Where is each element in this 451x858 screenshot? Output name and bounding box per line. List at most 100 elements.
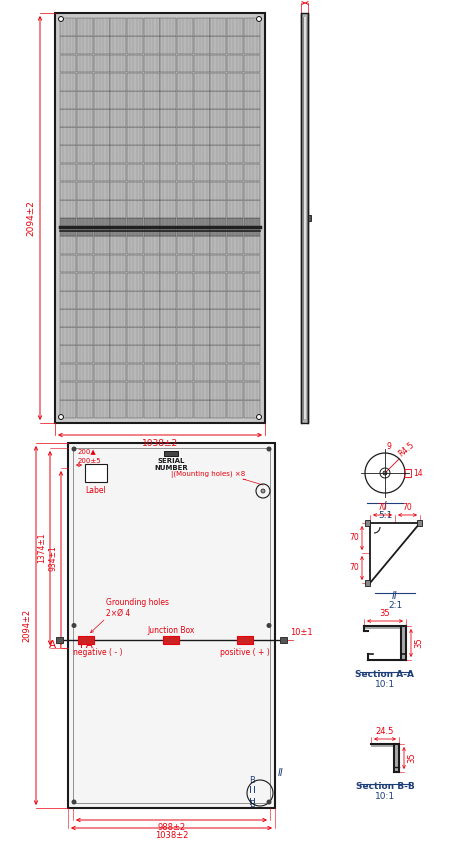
Bar	[193, 255, 209, 272]
Text: Junction Box: Junction Box	[147, 626, 195, 635]
Bar	[226, 237, 243, 254]
Bar	[143, 291, 160, 309]
Bar	[60, 127, 76, 145]
Bar	[210, 36, 226, 54]
Bar	[127, 109, 143, 127]
Bar	[160, 73, 176, 91]
Text: SERIAL
NUMBER: SERIAL NUMBER	[154, 458, 188, 471]
Bar	[160, 291, 176, 309]
Bar	[176, 36, 193, 54]
Bar	[210, 309, 226, 327]
Bar	[93, 364, 110, 382]
Bar	[77, 55, 93, 72]
Bar	[176, 309, 193, 327]
Text: ΓA: ΓA	[80, 640, 92, 650]
Bar	[210, 146, 226, 163]
Bar	[143, 36, 160, 54]
Bar	[110, 36, 126, 54]
Bar	[143, 164, 160, 181]
Bar	[143, 327, 160, 345]
Bar	[60, 255, 76, 272]
Bar	[193, 73, 209, 91]
Bar	[308, 215, 311, 221]
Bar	[93, 346, 110, 363]
Bar	[226, 146, 243, 163]
Bar	[226, 36, 243, 54]
Bar	[127, 327, 143, 345]
Bar	[143, 73, 160, 91]
Bar	[160, 164, 176, 181]
Bar	[160, 55, 176, 72]
Bar	[143, 200, 160, 218]
Bar	[110, 109, 126, 127]
Bar	[127, 146, 143, 163]
Bar	[60, 182, 76, 200]
Circle shape	[260, 489, 264, 493]
Bar	[243, 382, 259, 400]
Bar	[77, 146, 93, 163]
Bar	[60, 309, 76, 327]
Bar	[226, 327, 243, 345]
Bar	[176, 73, 193, 91]
Text: 70: 70	[402, 503, 411, 512]
Bar	[60, 109, 76, 127]
Text: 2094±2: 2094±2	[26, 200, 35, 236]
Bar	[110, 309, 126, 327]
Bar	[77, 127, 93, 145]
Bar	[226, 400, 243, 418]
Bar	[160, 255, 176, 272]
Bar	[193, 127, 209, 145]
Bar	[193, 237, 209, 254]
Bar	[236, 636, 253, 644]
Bar	[243, 109, 259, 127]
Text: 10±1: 10±1	[290, 628, 312, 637]
Bar	[193, 346, 209, 363]
Circle shape	[72, 624, 76, 627]
Bar	[56, 637, 63, 644]
Bar	[364, 520, 369, 526]
Text: Section A-A: Section A-A	[355, 670, 414, 679]
Text: 9: 9	[386, 442, 391, 451]
Bar	[210, 200, 226, 218]
Bar	[210, 18, 226, 36]
Bar	[160, 182, 176, 200]
Bar	[176, 91, 193, 109]
Bar	[226, 291, 243, 309]
Bar	[110, 73, 126, 91]
Bar	[55, 13, 264, 423]
Bar	[226, 218, 243, 236]
Text: positive ( + ): positive ( + )	[220, 648, 269, 657]
Bar	[226, 73, 243, 91]
Bar	[193, 273, 209, 291]
Bar	[127, 127, 143, 145]
Bar	[226, 200, 243, 218]
Bar	[110, 327, 126, 345]
Bar	[160, 36, 176, 54]
Bar	[127, 309, 143, 327]
Bar	[393, 744, 398, 772]
Bar	[210, 73, 226, 91]
Text: 5:1: 5:1	[377, 511, 391, 520]
Bar	[143, 127, 160, 145]
Bar	[243, 36, 259, 54]
Bar	[73, 448, 269, 803]
Bar	[226, 346, 243, 363]
Bar	[176, 200, 193, 218]
Text: 988±2: 988±2	[157, 823, 185, 832]
Bar	[127, 273, 143, 291]
Bar	[176, 273, 193, 291]
Bar	[243, 127, 259, 145]
Bar	[243, 91, 259, 109]
Bar	[210, 273, 226, 291]
Bar	[210, 400, 226, 418]
Circle shape	[256, 16, 261, 21]
Bar	[210, 382, 226, 400]
Bar	[176, 164, 193, 181]
Bar	[60, 146, 76, 163]
Text: 200±5: 200±5	[78, 458, 101, 464]
Bar	[93, 218, 110, 236]
Bar	[193, 164, 209, 181]
Bar	[160, 400, 176, 418]
Bar	[127, 73, 143, 91]
Bar	[60, 364, 76, 382]
